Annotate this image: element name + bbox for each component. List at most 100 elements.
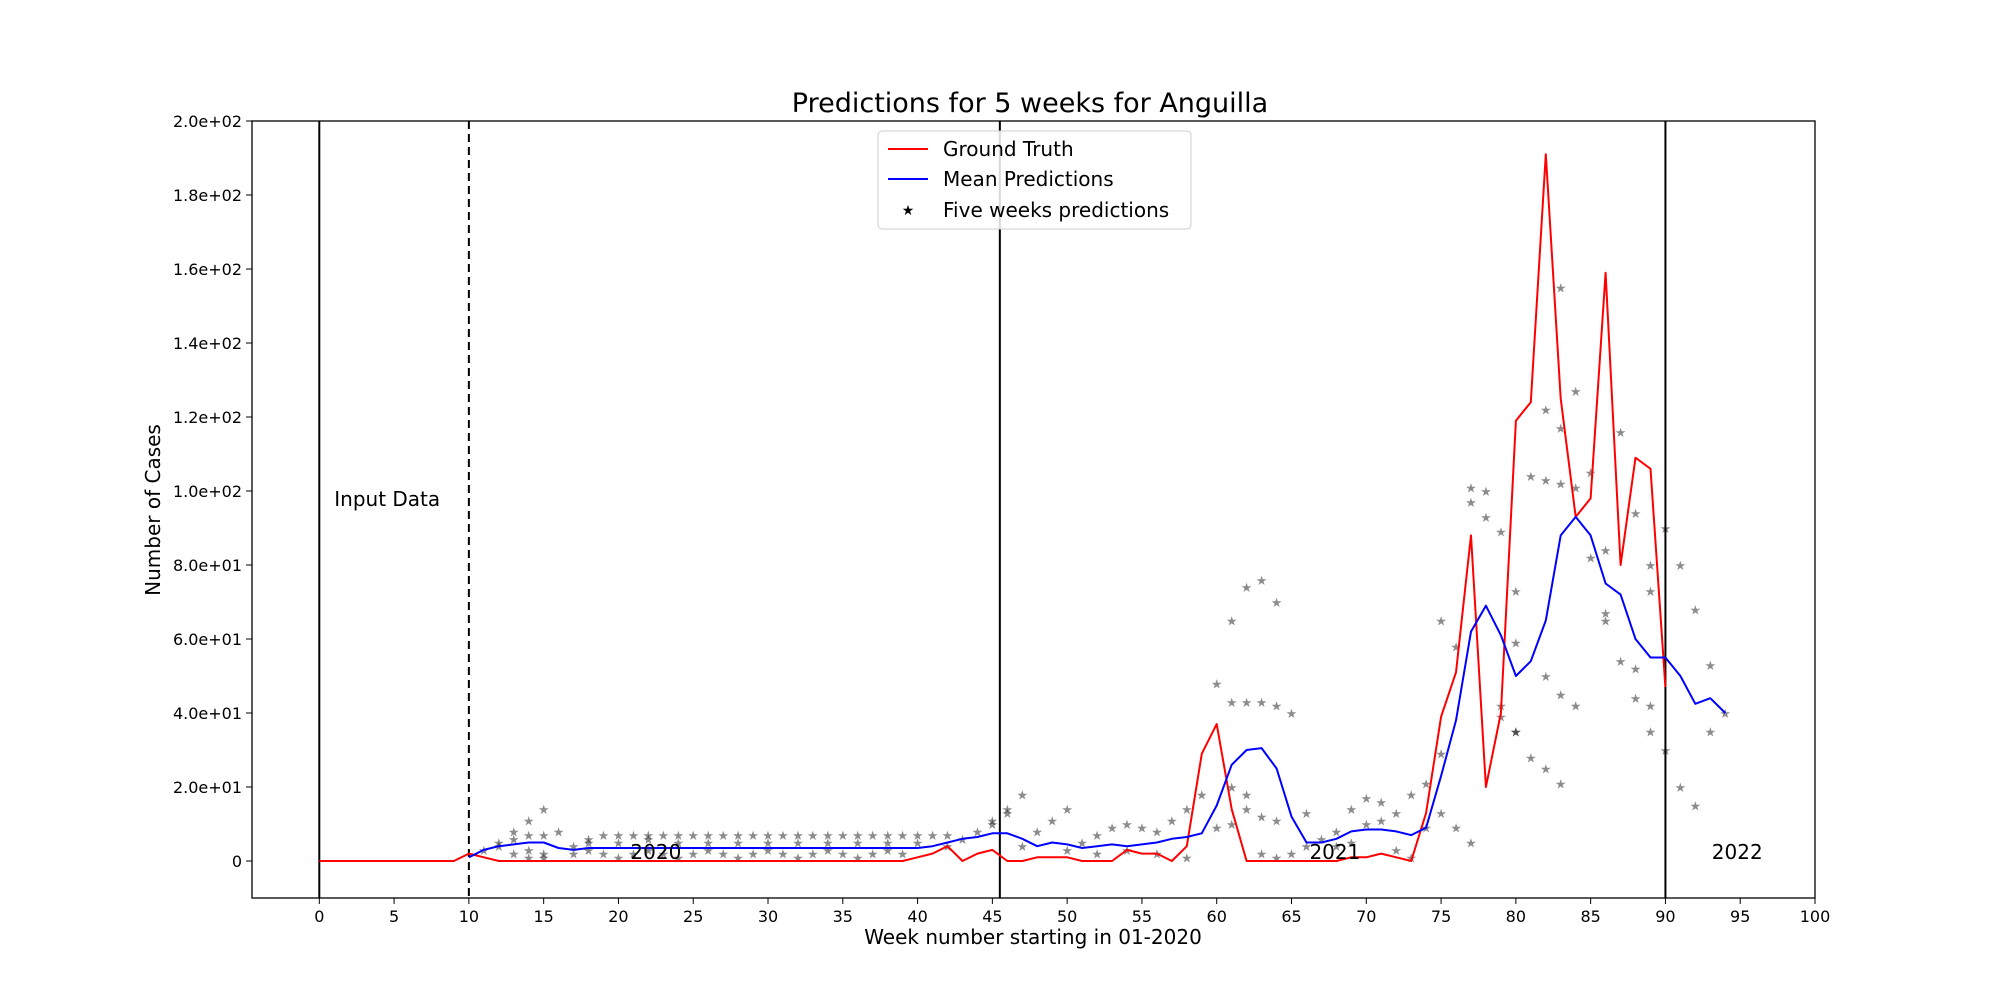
prediction-point: ★ bbox=[1555, 689, 1567, 704]
prediction-point: ★ bbox=[568, 848, 580, 863]
x-tick-label: 80 bbox=[1506, 907, 1526, 926]
x-tick-label: 35 bbox=[833, 907, 853, 926]
prediction-point: ★ bbox=[957, 833, 969, 848]
prediction-point: ★ bbox=[523, 851, 535, 866]
prediction-point: ★ bbox=[1091, 829, 1103, 844]
prediction-point: ★ bbox=[1525, 751, 1537, 766]
prediction-point: ★ bbox=[1196, 788, 1208, 803]
prediction-point: ★ bbox=[583, 833, 595, 848]
legend-swatch-star-icon: ★ bbox=[902, 203, 915, 219]
prediction-point: ★ bbox=[1331, 825, 1343, 840]
prediction-point: ★ bbox=[1675, 559, 1687, 574]
prediction-point: ★ bbox=[643, 833, 655, 848]
prediction-point: ★ bbox=[777, 829, 789, 844]
prediction-point: ★ bbox=[583, 844, 595, 859]
prediction-point: ★ bbox=[1660, 522, 1672, 537]
x-tick-label: 25 bbox=[683, 907, 703, 926]
prediction-point: ★ bbox=[1600, 544, 1612, 559]
prediction-point: ★ bbox=[523, 814, 535, 829]
prediction-point: ★ bbox=[1016, 788, 1028, 803]
prediction-point: ★ bbox=[1555, 282, 1567, 297]
prediction-point: ★ bbox=[1570, 481, 1582, 496]
legend-label-ground-truth: Ground Truth bbox=[943, 137, 1074, 161]
prediction-point: ★ bbox=[1256, 574, 1268, 589]
prediction-point: ★ bbox=[732, 851, 744, 866]
x-tick-label: 5 bbox=[389, 907, 399, 926]
prediction-point: ★ bbox=[1600, 607, 1612, 622]
prediction-point: ★ bbox=[508, 833, 520, 848]
prediction-point: ★ bbox=[493, 840, 505, 855]
prediction-point: ★ bbox=[702, 844, 714, 859]
prediction-point: ★ bbox=[762, 829, 774, 844]
prediction-point: ★ bbox=[867, 848, 879, 863]
prediction-point: ★ bbox=[837, 848, 849, 863]
prediction-point: ★ bbox=[1585, 552, 1597, 567]
prediction-point: ★ bbox=[1346, 803, 1358, 818]
prediction-point: ★ bbox=[1675, 781, 1687, 796]
prediction-point: ★ bbox=[1286, 848, 1298, 863]
prediction-point: ★ bbox=[643, 829, 655, 844]
prediction-point: ★ bbox=[792, 851, 804, 866]
prediction-point: ★ bbox=[1420, 777, 1432, 792]
y-tick-label: 0 bbox=[232, 852, 242, 871]
prediction-point: ★ bbox=[1091, 848, 1103, 863]
prediction-point: ★ bbox=[852, 829, 864, 844]
prediction-point: ★ bbox=[1495, 526, 1507, 541]
prediction-point: ★ bbox=[1645, 559, 1657, 574]
prediction-point: ★ bbox=[1076, 837, 1088, 852]
annotation-3: 2022 bbox=[1712, 840, 1763, 864]
prediction-point: ★ bbox=[1435, 807, 1447, 822]
prediction-point: ★ bbox=[583, 837, 595, 852]
prediction-point: ★ bbox=[822, 837, 834, 852]
prediction-point: ★ bbox=[912, 829, 924, 844]
prediction-point: ★ bbox=[1510, 726, 1522, 741]
prediction-point: ★ bbox=[822, 844, 834, 859]
prediction-point: ★ bbox=[1555, 777, 1567, 792]
prediction-point: ★ bbox=[1256, 848, 1268, 863]
prediction-point: ★ bbox=[672, 851, 684, 866]
prediction-point: ★ bbox=[628, 848, 640, 863]
prediction-point: ★ bbox=[1719, 707, 1731, 722]
y-tick-label: 2.0e+01 bbox=[173, 778, 242, 797]
prediction-point: ★ bbox=[1495, 711, 1507, 726]
prediction-point: ★ bbox=[1540, 404, 1552, 419]
prediction-point: ★ bbox=[523, 829, 535, 844]
prediction-point: ★ bbox=[672, 837, 684, 852]
prediction-point: ★ bbox=[852, 851, 864, 866]
prediction-point: ★ bbox=[613, 829, 625, 844]
x-tick-label: 75 bbox=[1431, 907, 1451, 926]
y-tick-label: 1.8e+02 bbox=[173, 186, 242, 205]
x-axis-title: Week number starting in 01-2020 bbox=[864, 925, 1202, 949]
prediction-point: ★ bbox=[1600, 615, 1612, 630]
x-tick-label: 0 bbox=[314, 907, 324, 926]
legend: Ground Truth Mean Predictions ★ Five wee… bbox=[877, 130, 1192, 230]
prediction-point: ★ bbox=[1121, 844, 1133, 859]
y-tick-label: 1.6e+02 bbox=[173, 260, 242, 279]
prediction-point: ★ bbox=[1690, 800, 1702, 815]
prediction-point: ★ bbox=[1405, 788, 1417, 803]
prediction-point: ★ bbox=[1540, 670, 1552, 685]
prediction-point: ★ bbox=[987, 814, 999, 829]
prediction-point: ★ bbox=[1226, 818, 1238, 833]
y-axis-title: Number of Cases bbox=[141, 424, 165, 596]
prediction-point: ★ bbox=[1301, 807, 1313, 822]
prediction-point: ★ bbox=[1001, 807, 1013, 822]
prediction-point: ★ bbox=[1181, 851, 1193, 866]
x-tick-label: 100 bbox=[1800, 907, 1831, 926]
axes: 0 5 10 15 20 25 30 35 40 45 50 55 60 65 70 75 80 85 90 95 10… bbox=[173, 112, 1830, 926]
annotation-1: 2020 bbox=[630, 840, 681, 864]
prediction-point: ★ bbox=[1465, 481, 1477, 496]
y-tick-label: 1.2e+02 bbox=[173, 408, 242, 427]
prediction-point: ★ bbox=[897, 848, 909, 863]
prediction-point: ★ bbox=[553, 825, 565, 840]
prediction-point: ★ bbox=[762, 837, 774, 852]
x-tick-label: 30 bbox=[758, 907, 778, 926]
prediction-point: ★ bbox=[1256, 811, 1268, 826]
prediction-point: ★ bbox=[1645, 726, 1657, 741]
prediction-point: ★ bbox=[613, 851, 625, 866]
prediction-point: ★ bbox=[1226, 781, 1238, 796]
prediction-point: ★ bbox=[1031, 825, 1043, 840]
prediction-point: ★ bbox=[1570, 700, 1582, 715]
prediction-point: ★ bbox=[1316, 833, 1328, 848]
legend-label-mean-predictions: Mean Predictions bbox=[943, 167, 1114, 191]
